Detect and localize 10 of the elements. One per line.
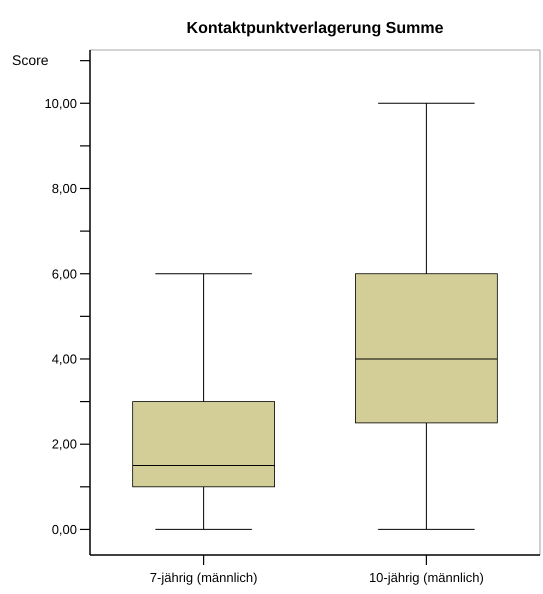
x-tick-label: 10-jährig (männlich) <box>368 570 484 585</box>
y-tick-label: 0,00 <box>52 522 77 537</box>
x-tick-label: 7-jährig (männlich) <box>150 570 258 585</box>
y-tick-label: 4,00 <box>52 352 77 367</box>
y-tick-label: 2,00 <box>52 436 77 452</box>
y-tick-label: 8,00 <box>52 181 77 196</box>
y-tick-label: 6,00 <box>52 266 77 282</box>
chart-title: Kontaktpunktverlagerung Summe <box>186 20 444 37</box>
y-tick-label: 10,00 <box>44 96 77 111</box>
y-axis-title: Score <box>12 52 49 68</box>
